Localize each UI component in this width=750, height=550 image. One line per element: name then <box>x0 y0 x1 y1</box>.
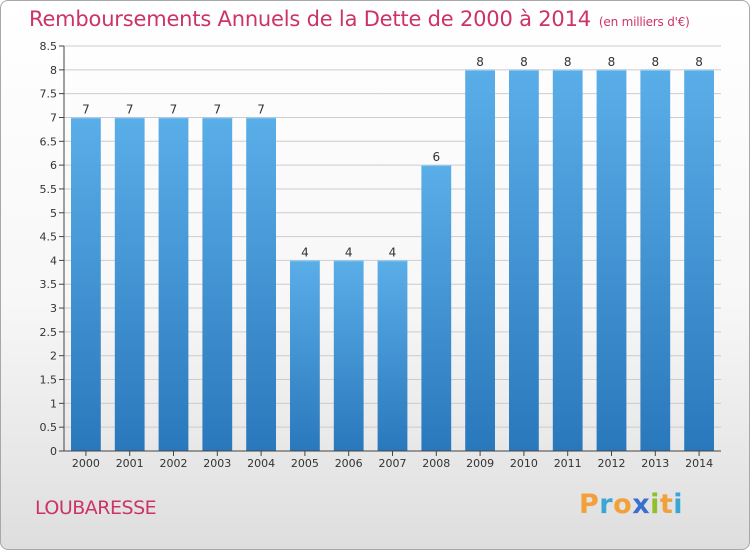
data-label: 8 <box>564 55 572 69</box>
y-tick-label: 3.5 <box>40 278 58 291</box>
y-tick-label: 0 <box>50 445 57 458</box>
y-tick-label: 5.5 <box>40 183 58 196</box>
data-label: 7 <box>82 102 90 116</box>
chart-title-text: Remboursements Annuels de la Dette de 20… <box>29 7 591 31</box>
y-tick-label: 7 <box>50 111 57 124</box>
bar-2014 <box>684 69 714 451</box>
data-label: 7 <box>126 102 134 116</box>
bars <box>71 69 714 452</box>
x-tick-label: 2001 <box>116 457 144 470</box>
x-tick-label: 2010 <box>510 457 538 470</box>
logo-letter: o <box>613 489 633 520</box>
data-label: 7 <box>170 102 178 116</box>
data-label: 8 <box>608 55 616 69</box>
y-tick-label: 7.5 <box>40 88 58 101</box>
data-label: 6 <box>432 150 440 164</box>
bar-2011 <box>552 69 583 451</box>
y-tick-label: 6.5 <box>40 135 58 148</box>
data-label: 8 <box>651 55 659 69</box>
axes: 0 0.5 1 1.5 2 2.5 3 3.5 4 4.5 5 5.5 6 6.5 7 7.5 8 8.5 2000… <box>40 40 721 470</box>
bar-2002 <box>158 117 189 452</box>
x-tick-label: 2005 <box>291 457 319 470</box>
x-tick-label: 2008 <box>422 457 450 470</box>
x-tick-label: 2004 <box>247 457 275 470</box>
bar-2007 <box>377 260 408 451</box>
bar-2004 <box>246 117 276 452</box>
x-tick-label: 2009 <box>466 457 494 470</box>
y-tick-label: 0.5 <box>40 421 58 434</box>
x-tick-label: 2007 <box>379 457 407 470</box>
bar-2008 <box>421 165 452 451</box>
bar-2005 <box>290 260 320 451</box>
x-tick-label: 2000 <box>72 457 100 470</box>
data-label: 7 <box>213 102 221 116</box>
x-tick-label: 2002 <box>160 457 188 470</box>
bar-2012 <box>596 69 627 451</box>
x-tick-label: 2014 <box>685 457 713 470</box>
y-tick-label: 4 <box>50 254 57 267</box>
bar-2000 <box>71 117 101 452</box>
chart-title: Remboursements Annuels de la Dette de 20… <box>29 7 690 31</box>
x-tick-label: 2011 <box>554 457 582 470</box>
y-tick-label: 2 <box>50 350 57 363</box>
logo-letter: i <box>673 489 684 520</box>
x-tick-label: 2013 <box>641 457 669 470</box>
bar-2006 <box>333 260 364 451</box>
logo-letter: i <box>650 489 660 520</box>
data-label: 4 <box>345 245 353 259</box>
y-tick-label: 6 <box>50 159 57 172</box>
logo-letter: x <box>632 489 651 520</box>
y-tick-label: 1.5 <box>40 374 58 387</box>
chart-unit: (en milliers d'€) <box>598 15 690 29</box>
bar-2013 <box>640 69 671 451</box>
data-labels: 7 7 7 7 7 4 4 4 6 8 8 8 8 8 8 <box>82 55 703 260</box>
y-tick-label: 2.5 <box>40 326 58 339</box>
y-tick-label: 4.5 <box>40 231 58 244</box>
data-label: 4 <box>389 245 397 259</box>
data-label: 8 <box>476 55 484 69</box>
y-tick-label: 8.5 <box>40 40 58 53</box>
logo-letter: t <box>659 489 674 520</box>
data-label: 4 <box>301 245 309 259</box>
bar-2003 <box>202 117 233 452</box>
logo-letter: P <box>579 489 600 520</box>
data-label: 8 <box>520 55 528 69</box>
commune-name: LOUBARESSE <box>35 497 157 519</box>
y-tick-label: 1 <box>50 397 57 410</box>
data-label: 7 <box>257 102 265 116</box>
bar-2001 <box>114 117 145 452</box>
y-tick-label: 8 <box>50 64 57 77</box>
proxiti-logo: Proxiti <box>579 489 683 520</box>
logo-letter: r <box>599 489 614 520</box>
x-tick-label: 2003 <box>203 457 231 470</box>
x-tick-label: 2012 <box>598 457 626 470</box>
y-tick-label: 5 <box>50 207 57 220</box>
x-tick-label: 2006 <box>335 457 363 470</box>
bar-2009 <box>465 69 495 451</box>
y-tick-label: 3 <box>50 302 57 315</box>
bar-2010 <box>509 69 539 451</box>
data-label: 8 <box>695 55 703 69</box>
